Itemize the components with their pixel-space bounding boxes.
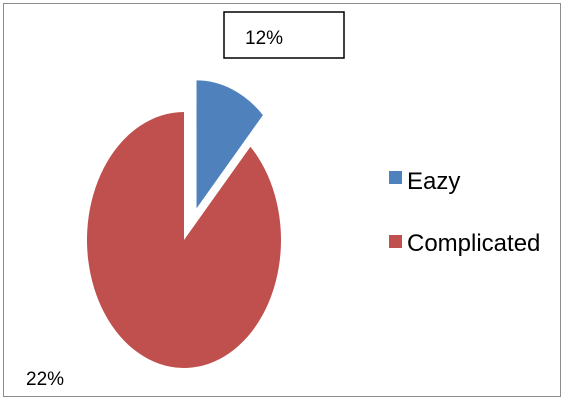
- legend: Eazy Complicated: [389, 168, 540, 257]
- slice-label-eazy: 12%: [245, 28, 283, 49]
- slice-label-box: [223, 11, 345, 59]
- legend-swatch-complicated: [389, 235, 402, 248]
- legend-swatch-eazy: [389, 171, 402, 184]
- slice-label-complicated: 22%: [26, 369, 64, 390]
- legend-label-complicated: Complicated: [407, 230, 540, 257]
- pie-slices: [87, 80, 281, 368]
- pie-slice-eazy: [196, 80, 263, 209]
- pie-slice-complicated: [87, 112, 281, 368]
- legend-label-eazy: Eazy: [407, 168, 460, 195]
